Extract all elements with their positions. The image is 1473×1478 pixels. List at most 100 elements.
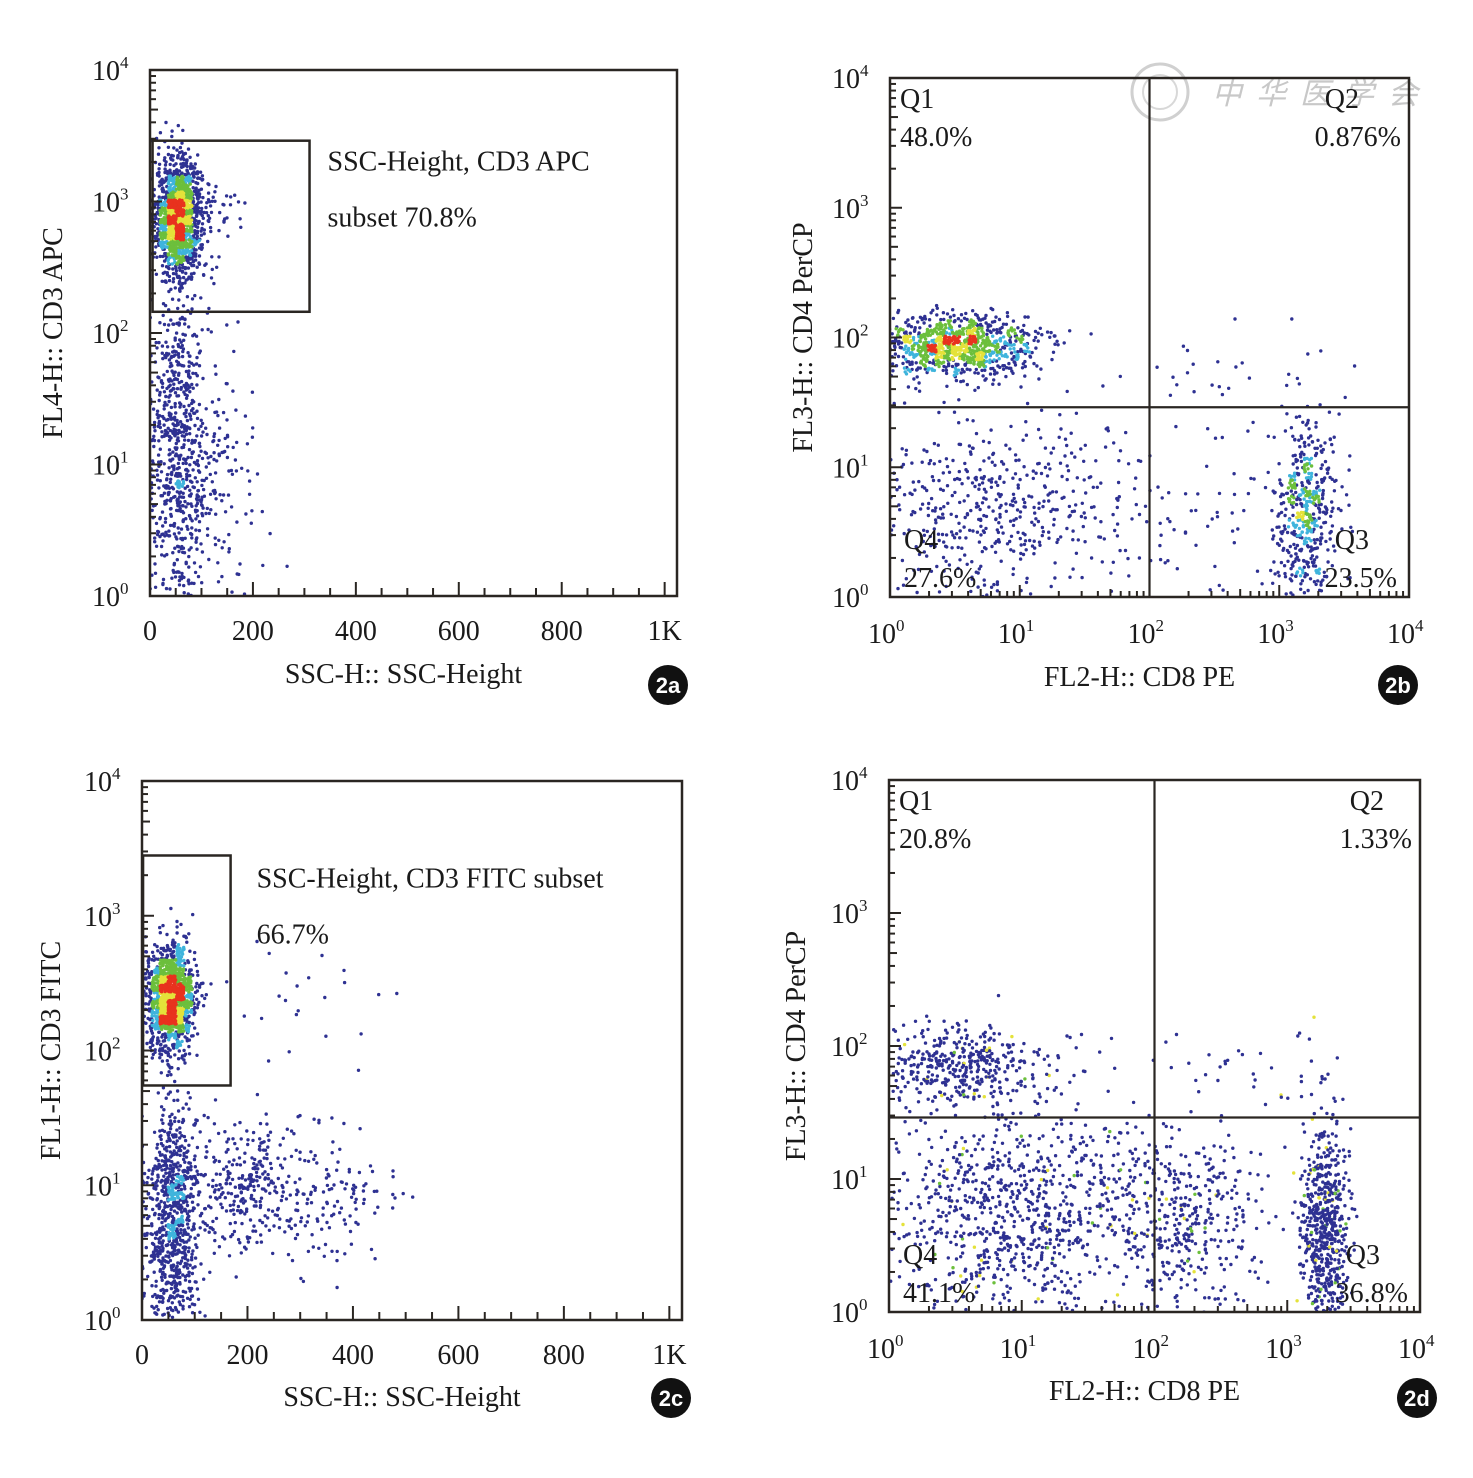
- data-point: [963, 362, 967, 367]
- data-point: [1049, 584, 1053, 589]
- data-point: [260, 509, 264, 514]
- data-point: [177, 480, 181, 484]
- data-point: [177, 233, 181, 237]
- data-point: [176, 123, 180, 128]
- data-point: [185, 524, 189, 529]
- data-point: [981, 439, 986, 443]
- data-point: [1301, 605, 1304, 608]
- data-point: [910, 344, 914, 348]
- data-point: [190, 382, 194, 387]
- data-point: [1126, 556, 1130, 561]
- data-point: [965, 367, 969, 371]
- data-point: [176, 439, 181, 443]
- data-point: [912, 377, 916, 381]
- data-point: [1018, 557, 1023, 561]
- data-point: [166, 258, 170, 263]
- data-point: [177, 323, 181, 327]
- data-point: [997, 540, 1001, 544]
- data-point: [992, 378, 996, 382]
- gate-rectangle[interactable]: [151, 139, 311, 314]
- data-point: [199, 424, 203, 428]
- data-point: [1321, 578, 1325, 582]
- data-point: [1317, 567, 1322, 571]
- data-point: [991, 366, 995, 371]
- x-tick-label: 104: [1387, 616, 1424, 650]
- data-point: [972, 349, 976, 353]
- data-point: [1301, 420, 1305, 424]
- data-point: [177, 466, 181, 470]
- data-point: [1301, 602, 1304, 605]
- data-point: [373, 1211, 377, 1215]
- data-point: [1325, 467, 1329, 471]
- data-point: [159, 380, 164, 384]
- data-point: [231, 1137, 235, 1141]
- data-point: [975, 530, 980, 534]
- data-point: [171, 253, 175, 258]
- data-point: [160, 553, 164, 557]
- data-point: [921, 539, 925, 544]
- data-point: [968, 334, 972, 338]
- data-point: [931, 331, 935, 336]
- data-point: [180, 214, 185, 218]
- data-point: [155, 1142, 160, 1147]
- data-point: [187, 325, 191, 329]
- data-point: [971, 529, 975, 533]
- data-point: [1019, 385, 1023, 389]
- data-point: [306, 1214, 311, 1218]
- data-point: [266, 1059, 271, 1063]
- data-point: [934, 356, 938, 360]
- data-point: [900, 447, 904, 451]
- data-point: [1183, 492, 1188, 496]
- data-point: [209, 454, 213, 459]
- data-point: [172, 1098, 176, 1103]
- data-point: [175, 931, 179, 935]
- data-point: [181, 251, 186, 255]
- data-point: [200, 581, 204, 585]
- data-point: [167, 179, 171, 183]
- data-point: [227, 547, 231, 551]
- data-point: [1032, 552, 1036, 556]
- data-point: [265, 1122, 269, 1126]
- x-tick-label: 600: [438, 616, 480, 647]
- data-point: [886, 329, 889, 332]
- data-point: [391, 1175, 395, 1179]
- data-point: [972, 345, 976, 349]
- data-point: [335, 1285, 339, 1290]
- data-point: [968, 450, 973, 454]
- data-point: [917, 389, 922, 393]
- data-point: [173, 546, 177, 550]
- data-point: [242, 1014, 246, 1018]
- data-point: [195, 494, 199, 498]
- data-point: [990, 477, 994, 481]
- x-tick-base: 10: [1257, 619, 1285, 650]
- data-point: [224, 1150, 228, 1154]
- data-point: [1065, 464, 1069, 468]
- data-point: [197, 192, 202, 196]
- data-point: [883, 509, 886, 512]
- data-point: [948, 323, 952, 328]
- data-point: [176, 153, 180, 158]
- data-point: [896, 333, 900, 337]
- data-point: [900, 558, 905, 563]
- data-point: [177, 205, 182, 209]
- data-point: [158, 414, 162, 418]
- y-tick-base: 10: [832, 194, 860, 225]
- data-point: [976, 504, 980, 508]
- data-point: [1217, 385, 1222, 389]
- data-point: [1314, 473, 1318, 477]
- data-point: [160, 182, 164, 187]
- data-point: [179, 379, 184, 384]
- data-point: [1079, 514, 1084, 519]
- data-point: [195, 355, 199, 360]
- data-point: [1287, 518, 1292, 522]
- data-point: [195, 501, 200, 506]
- data-point: [342, 968, 346, 973]
- data-point: [1266, 434, 1271, 438]
- data-point: [199, 1262, 203, 1266]
- data-point: [1278, 481, 1283, 486]
- data-point: [197, 697, 200, 700]
- data-point: [215, 459, 219, 463]
- data-point: [179, 509, 183, 513]
- data-point: [221, 410, 226, 415]
- data-point: [952, 373, 956, 378]
